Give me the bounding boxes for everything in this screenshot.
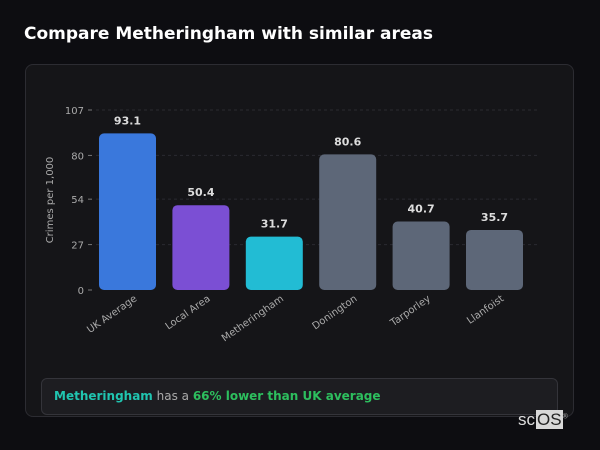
x-tick-label: Donington (311, 293, 360, 332)
bar-donington (319, 154, 377, 290)
bar-llanfoist (466, 229, 523, 290)
y-axis-label: Crimes per 1,000 (45, 157, 56, 244)
y-tick-label: 0 (78, 286, 84, 297)
bar-tarporley (392, 221, 450, 290)
scos-logo: sc OS® (518, 410, 568, 429)
value-label: 80.6 (334, 135, 361, 148)
bar-local-area (172, 205, 230, 290)
insight-text: has a (152, 389, 193, 403)
x-tick-label: Local Area (164, 293, 213, 332)
x-tick-label: Llanfoist (465, 293, 506, 326)
bar-metheringham (245, 236, 303, 290)
bar-uk-average (99, 133, 156, 290)
insight-box: Metheringham has a 66% lower than UK ave… (41, 378, 558, 415)
x-tick-label: UK Average (85, 293, 139, 335)
value-label: 35.7 (481, 211, 508, 224)
value-label: 40.7 (408, 203, 435, 216)
y-tick-label: 80 (71, 151, 84, 162)
page-title: Compare Metheringham with similar areas (24, 24, 433, 44)
y-tick-label: 27 (71, 241, 84, 252)
y-tick-label: 107 (65, 106, 84, 117)
x-tick-label: Metheringham (220, 293, 286, 344)
x-tick-label: Tarporley (388, 293, 433, 329)
insight-comparison: 66% lower than UK average (192, 389, 381, 403)
value-label: 31.7 (261, 218, 288, 231)
value-label: 50.4 (187, 186, 214, 199)
value-label: 93.1 (114, 114, 141, 127)
insight-area: Metheringham (54, 389, 153, 403)
y-tick-label: 54 (71, 195, 84, 206)
